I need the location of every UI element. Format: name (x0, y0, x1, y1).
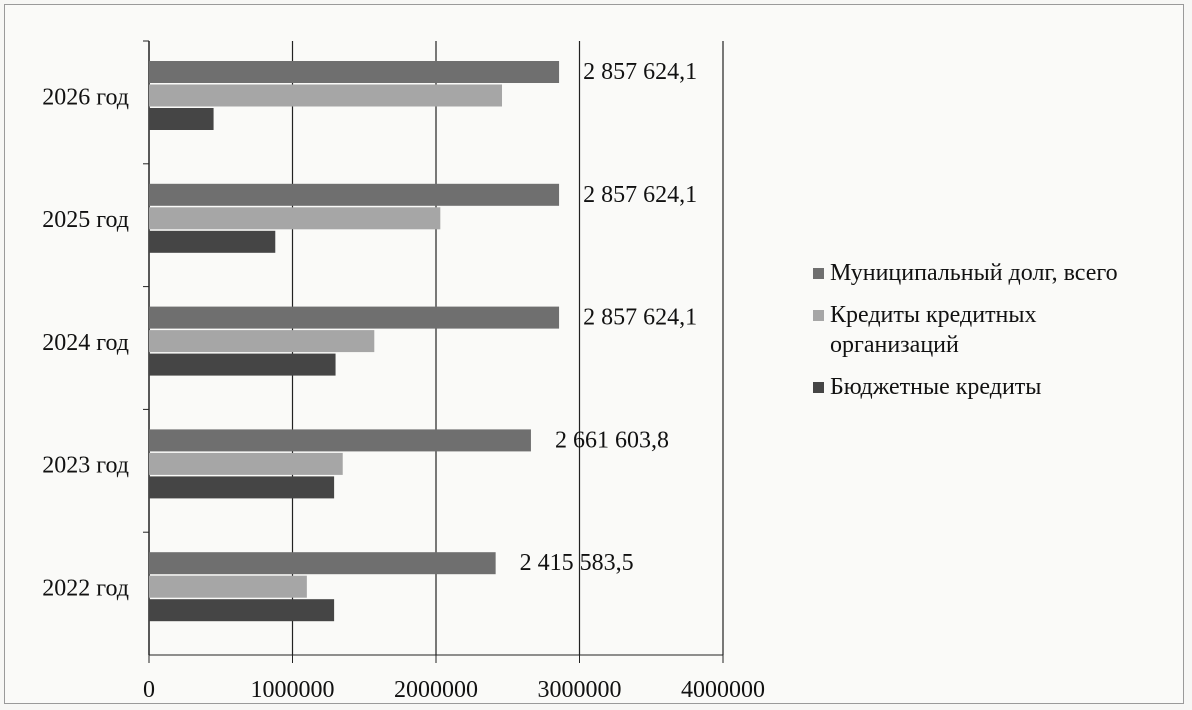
x-tick-label: 4000000 (681, 677, 765, 703)
data-label: 2 415 583,5 (520, 550, 634, 576)
bar (149, 452, 343, 475)
legend-item-budget-loans: Бюджетные кредиты (813, 372, 1183, 402)
bar (149, 552, 496, 575)
legend-item-bank-loans: Кредиты кредитных организаций (813, 300, 1183, 360)
legend-label-bank-loans: Кредиты кредитных организаций (830, 302, 1037, 358)
bar (149, 353, 336, 376)
bar (149, 207, 441, 230)
data-label: 2 857 624,1 (583, 59, 697, 85)
bar (149, 476, 335, 499)
bar (149, 575, 307, 598)
legend-label-budget-loans: Бюджетные кредиты (830, 374, 1042, 400)
bar (149, 108, 214, 130)
data-label: 2 857 624,1 (583, 305, 697, 331)
legend-swatch-bank-loans (813, 310, 824, 321)
bar-chart: 0 1000000 2000000 3000000 4000000 2022 год 2 4… (42, 40, 765, 703)
data-label: 2 857 624,1 (583, 182, 697, 208)
bar (149, 599, 335, 622)
data-label: 2 661 603,8 (555, 427, 669, 453)
legend-label-total-debt: Муниципальный долг, всего (830, 260, 1118, 286)
y-category-label: 2023 год (42, 453, 129, 479)
bar (149, 84, 503, 107)
legend: Муниципальный долг, всего Кредиты кредит… (813, 258, 1183, 414)
legend-item-total-debt: Муниципальный долг, всего (813, 258, 1183, 288)
bar (149, 183, 560, 206)
chart-frame: 0 1000000 2000000 3000000 4000000 2022 год 2 4… (4, 4, 1184, 704)
y-category-label: 2025 год (42, 207, 129, 233)
legend-swatch-total-debt (813, 268, 824, 279)
y-category-label: 2022 год (42, 575, 129, 601)
x-tick-label: 3000000 (538, 677, 622, 703)
x-tick-label: 2000000 (394, 677, 478, 703)
bar (149, 230, 276, 253)
bar (149, 61, 560, 83)
x-tick-label: 1000000 (251, 677, 335, 703)
y-category-label: 2024 год (42, 330, 129, 356)
bar (149, 429, 531, 452)
legend-swatch-budget-loans (813, 382, 824, 393)
y-category-label: 2026 год (42, 84, 129, 110)
x-tick-label: 0 (143, 677, 155, 703)
bar (149, 306, 560, 329)
bar (149, 330, 375, 353)
